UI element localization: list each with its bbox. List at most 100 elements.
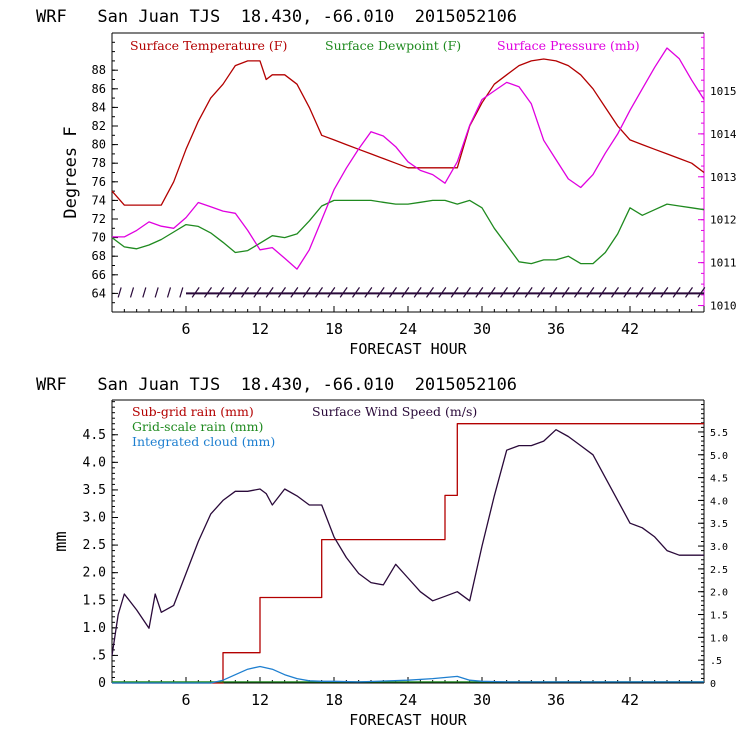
y-left-tick-label: 1.0 <box>83 621 106 636</box>
temperature-chart: 6 12 18 24 30 36 42 FORECAST HOUR 64 66 68 70 72 74 76… <box>61 32 737 358</box>
y-right-tick-label: 1.5 <box>710 611 728 622</box>
x-tick-label: 24 <box>399 320 417 338</box>
wind-barb <box>672 287 681 298</box>
legend-entry-2: Surface Dewpoint (F) <box>325 38 461 53</box>
x-tick-label: 18 <box>325 320 343 338</box>
wind-barb <box>413 287 422 298</box>
y-axis-label: Degrees F <box>61 126 81 218</box>
y-left-tick-label: 2.0 <box>83 566 106 581</box>
wind-barb <box>278 287 286 298</box>
y-left-tick-label: 82 <box>92 119 106 133</box>
y-right-tick-label: .5 <box>710 656 722 667</box>
top-chart-title: WRF San Juan TJS 18.430, -66.010 2015052… <box>36 7 517 27</box>
y-left-tick-label: 4.5 <box>83 428 106 443</box>
wind-barb <box>302 287 311 298</box>
x-tick-label: 6 <box>181 320 190 338</box>
wind-barb <box>389 287 397 298</box>
y-right-tick-label: 1015 <box>710 85 737 98</box>
y-right-tick-label: 4.5 <box>710 474 728 485</box>
y-left-tick-label: 68 <box>92 249 106 263</box>
wind-barb <box>549 287 558 298</box>
x-tick-label: 36 <box>547 691 565 709</box>
x-tick-label: 30 <box>473 691 491 709</box>
legend-entry-3: Surface Pressure (mb) <box>497 38 640 53</box>
wind-barb <box>154 287 159 298</box>
bottom-chart-title: WRF San Juan TJS 18.430, -66.010 2015052… <box>36 375 517 395</box>
wind-barb <box>191 287 200 298</box>
y-axis-label: mm <box>51 531 71 551</box>
wind-barb <box>685 287 693 298</box>
wind-barb <box>204 287 212 298</box>
wind-barb <box>339 287 348 298</box>
y-left-tick-label: 86 <box>92 82 106 96</box>
wind-barb <box>129 287 135 298</box>
y-left-tick-label: 74 <box>92 193 106 207</box>
y-right-tick-label: 4.0 <box>710 496 728 507</box>
wind-barb <box>117 287 122 298</box>
legend-entry-3: Integrated cloud (mm) <box>132 434 275 449</box>
wind-barb <box>586 287 595 298</box>
y-right-tick-label: 1013 <box>710 171 737 184</box>
legend-entry-1: Surface Temperature (F) <box>130 38 287 53</box>
x-axis-label: FORECAST HOUR <box>349 340 467 358</box>
legend-entry-4: Surface Wind Speed (m/s) <box>312 404 477 419</box>
y-right-tick-label: 5.0 <box>710 451 728 462</box>
wind-barb <box>463 287 471 298</box>
wind-barb <box>438 287 447 298</box>
x-tick-label: 36 <box>547 320 565 338</box>
wind-barb <box>512 287 521 298</box>
y-left-tick-label: 80 <box>92 138 106 152</box>
y-right-tick-label: 0 <box>710 679 716 690</box>
y-left-tick-label: 72 <box>92 212 106 226</box>
series-line-1 <box>111 58 705 206</box>
wind-barb <box>364 287 373 298</box>
y-left-tick-label: 66 <box>92 268 106 282</box>
y-right-tick-label: 1010 <box>710 300 737 313</box>
series-line-3 <box>112 47 705 270</box>
x-tick-label: 12 <box>251 691 269 709</box>
y-left-tick-label: 3.5 <box>83 483 106 498</box>
y-right-tick-label: 1011 <box>710 257 737 270</box>
x-tick-label: 18 <box>325 691 343 709</box>
y-left-tick-label: 78 <box>92 156 106 170</box>
series-line-3 <box>112 665 704 684</box>
y-left-tick-label: 84 <box>92 100 106 114</box>
y-left-tick-label: 88 <box>92 63 106 77</box>
wind-barb <box>352 287 360 298</box>
wind-barb <box>265 287 274 298</box>
x-tick-label: 12 <box>251 320 269 338</box>
y-right-tick-label: 5.5 <box>710 428 728 439</box>
wind-barb <box>426 287 434 298</box>
y-left-tick-label: 76 <box>92 175 106 189</box>
y-left-tick-label: 0 <box>98 676 106 691</box>
wind-barb <box>648 287 656 298</box>
y-right-tick-label: 3.0 <box>710 542 728 553</box>
y-left-tick-label: 70 <box>92 231 106 245</box>
x-axis-label: FORECAST HOUR <box>349 711 467 729</box>
wind-barb <box>574 287 582 298</box>
wind-barb <box>315 287 323 298</box>
wind-barb <box>697 287 706 298</box>
y-right-tick-label: 1012 <box>710 214 737 227</box>
legend-entry-1: Sub-grid rain (mm) <box>132 404 254 419</box>
wind-barb <box>290 287 299 298</box>
wind-barb <box>166 287 172 298</box>
wind-barb <box>216 287 225 298</box>
x-tick-label: 42 <box>621 691 639 709</box>
x-tick-label: 30 <box>473 320 491 338</box>
wind-barb <box>487 287 496 298</box>
wind-barb <box>241 287 249 298</box>
legend-entry-2: Grid-scale rain (mm) <box>132 419 263 434</box>
wind-barb <box>500 287 508 298</box>
wind-barb <box>537 287 545 298</box>
series-line-2 <box>111 199 705 265</box>
y-right-tick-label: 2.5 <box>710 565 728 576</box>
wind-barb <box>475 287 484 298</box>
y-left-tick-label: 3.0 <box>83 511 106 526</box>
wind-barb <box>253 287 262 298</box>
wind-barb <box>611 287 619 298</box>
wind-barb <box>142 287 147 298</box>
wind-barb <box>401 287 410 298</box>
y-right-tick-label: 2.0 <box>710 588 728 599</box>
